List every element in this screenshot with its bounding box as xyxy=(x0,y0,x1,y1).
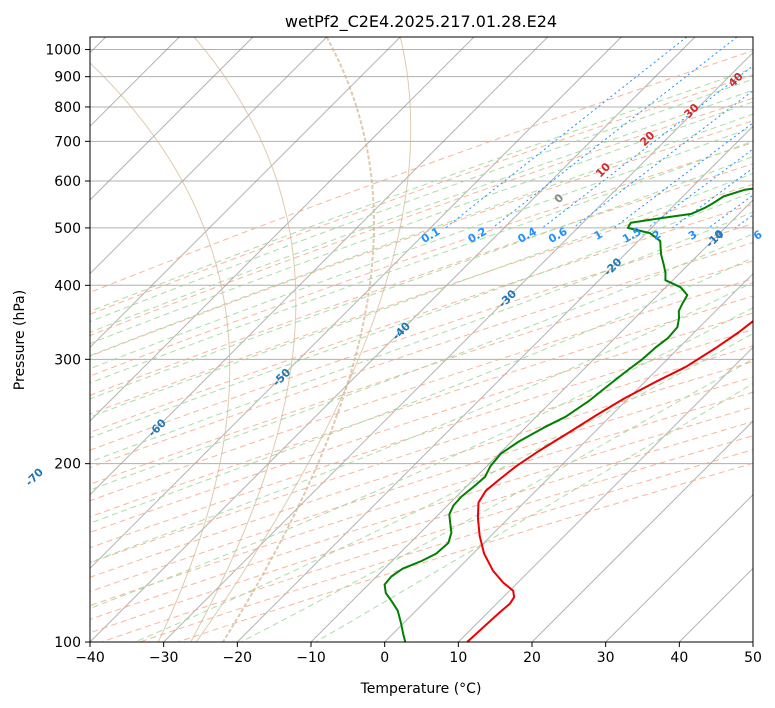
mixing-ratio-line xyxy=(613,122,753,229)
y-tick-label: 800 xyxy=(54,100,81,116)
moist-adiabat xyxy=(240,358,753,642)
y-tick-label: 900 xyxy=(54,70,81,86)
x-axis-label: Temperature (°C) xyxy=(360,681,482,697)
plot-frame xyxy=(89,36,754,643)
y-tick-label: 1000 xyxy=(45,43,81,59)
x-tick-label: 20 xyxy=(523,650,541,666)
skewed-isotherm xyxy=(90,37,401,349)
y-tick-label: 500 xyxy=(54,221,81,237)
y-tick-label: 300 xyxy=(54,352,81,368)
skewed-isotherm xyxy=(384,272,753,642)
y-tick-label: 100 xyxy=(54,635,81,651)
dry-adiabat xyxy=(90,74,753,315)
dry-adiabat xyxy=(90,223,753,451)
skewed-isotherm xyxy=(90,37,549,496)
skewed-isotherm xyxy=(90,37,328,275)
mixing-ratio-line xyxy=(445,37,688,229)
skewed-isotherm xyxy=(90,37,696,642)
dry-adiabat xyxy=(90,260,753,485)
background-lines xyxy=(90,37,753,642)
temperature-profile-line xyxy=(466,319,753,642)
dry-adiabat xyxy=(90,329,753,549)
x-tick-label: 50 xyxy=(744,650,762,666)
dry-adiabat xyxy=(90,278,753,502)
dry-adiabat xyxy=(90,120,753,357)
moist-adiabat xyxy=(90,211,753,463)
skewed-isotherm xyxy=(90,37,475,422)
mixing-ratio-line xyxy=(492,37,738,229)
dry-adiabat xyxy=(90,142,753,377)
x-tick-label: 40 xyxy=(670,650,688,666)
x-tick-label: 10 xyxy=(449,650,467,666)
tan-curve xyxy=(222,37,375,642)
moist-adiabat xyxy=(90,78,753,323)
y-tick-label: 200 xyxy=(54,457,81,473)
chart-title: wetPf2_C2E4.2025.217.01.28.E24 xyxy=(285,12,557,32)
dewpoint-profile-line xyxy=(383,187,753,642)
dry-adiabat xyxy=(90,312,753,533)
dry-adiabat xyxy=(90,50,753,293)
tan-curve xyxy=(195,37,412,642)
skewed-isotherm xyxy=(457,346,753,642)
tan-curve xyxy=(90,62,231,642)
y-axis-label: Pressure (hPa) xyxy=(12,290,28,390)
skewed-isotherm xyxy=(90,37,254,201)
skewed-isotherm xyxy=(605,493,753,642)
x-tick-label: −10 xyxy=(296,650,326,666)
moist-adiabat xyxy=(135,332,753,642)
moist-adiabat xyxy=(90,140,753,384)
skewed-isotherm xyxy=(163,51,753,642)
moist-adiabat xyxy=(90,172,753,418)
tan-curve xyxy=(190,37,297,642)
x-tick-label: −20 xyxy=(223,650,253,666)
skewed-isotherm xyxy=(310,199,753,642)
moist-adiabat xyxy=(90,156,753,400)
dry-adiabat xyxy=(90,97,753,337)
moist-adiabat xyxy=(90,113,753,357)
axis-ticks: −40 −30 −20 −10 0 10 20 30 40 50 100 200 300 400 500 60… xyxy=(45,43,762,666)
plot-area xyxy=(90,37,753,642)
y-tick-label: 600 xyxy=(54,174,81,190)
dry-adiabat xyxy=(90,163,753,396)
moist-adiabat xyxy=(90,281,753,563)
moist-adiabat xyxy=(90,257,753,524)
x-tick-label: −30 xyxy=(149,650,179,666)
skewed-isotherm xyxy=(90,37,622,570)
x-tick-label: 0 xyxy=(380,650,389,666)
y-tick-label: 700 xyxy=(54,134,81,150)
x-tick-label: −40 xyxy=(75,650,105,666)
dry-adiabat xyxy=(90,183,753,415)
skewed-isotherm xyxy=(236,125,753,642)
series-lines xyxy=(383,187,753,642)
dry-adiabat xyxy=(90,391,753,607)
y-tick-label: 400 xyxy=(54,278,81,294)
plot-content xyxy=(90,37,753,642)
x-tick-label: 30 xyxy=(597,650,615,666)
skewed-isotherm xyxy=(531,420,753,642)
moist-adiabat xyxy=(315,383,753,642)
